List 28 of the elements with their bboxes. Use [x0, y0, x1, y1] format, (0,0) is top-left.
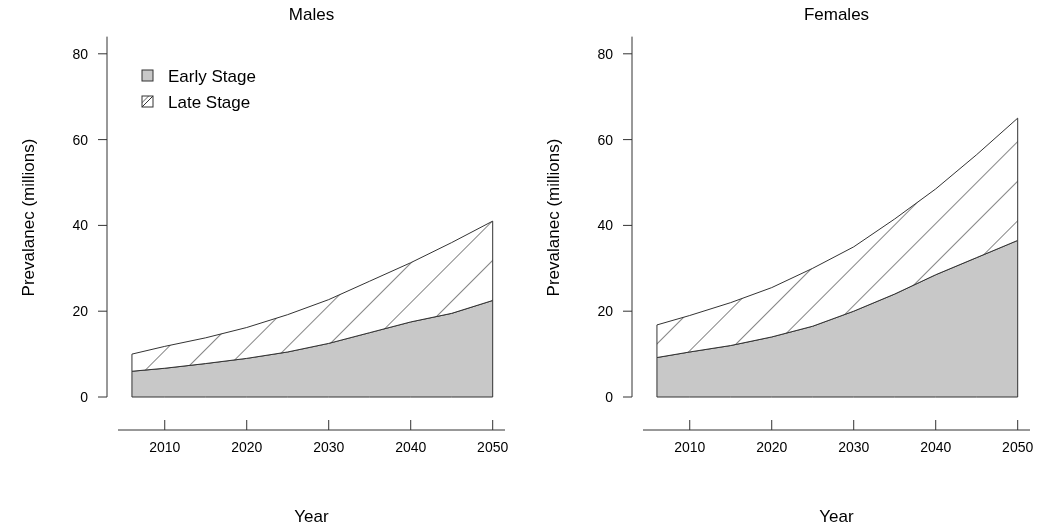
chart-title: Males — [288, 5, 335, 24]
y-tick-label: 20 — [597, 303, 614, 320]
y-tick-label: 0 — [605, 388, 614, 405]
y-axis-title: Prevalanec (millions) — [19, 138, 38, 297]
x-tick-label: 2050 — [1002, 439, 1034, 455]
y-tick-label: 80 — [72, 45, 89, 62]
y-tick-label: 60 — [597, 131, 614, 148]
x-tick-label: 2040 — [920, 439, 952, 455]
y-tick-label: 60 — [72, 131, 89, 148]
x-tick-label: 2030 — [838, 439, 870, 455]
y-tick-label: 20 — [72, 303, 89, 320]
legend-label: Late Stage — [168, 92, 251, 112]
y-axis-title: Prevalanec (millions) — [544, 138, 563, 297]
x-axis-title: Year — [294, 507, 330, 526]
y-tick-label: 40 — [597, 217, 614, 234]
x-tick-label: 2010 — [674, 439, 706, 455]
y-tick-label: 80 — [597, 45, 614, 62]
x-tick-label: 2020 — [231, 439, 263, 455]
x-axis-title: Year — [819, 507, 855, 526]
x-tick-label: 2030 — [313, 439, 345, 455]
x-tick-label: 2050 — [477, 439, 509, 455]
x-tick-label: 2040 — [395, 439, 427, 455]
legend-label: Early Stage — [168, 66, 256, 86]
y-tick-label: 40 — [72, 217, 89, 234]
chart-title: Females — [803, 5, 870, 24]
x-tick-label: 2010 — [149, 439, 181, 455]
y-tick-label: 0 — [80, 388, 89, 405]
x-tick-label: 2020 — [756, 439, 788, 455]
